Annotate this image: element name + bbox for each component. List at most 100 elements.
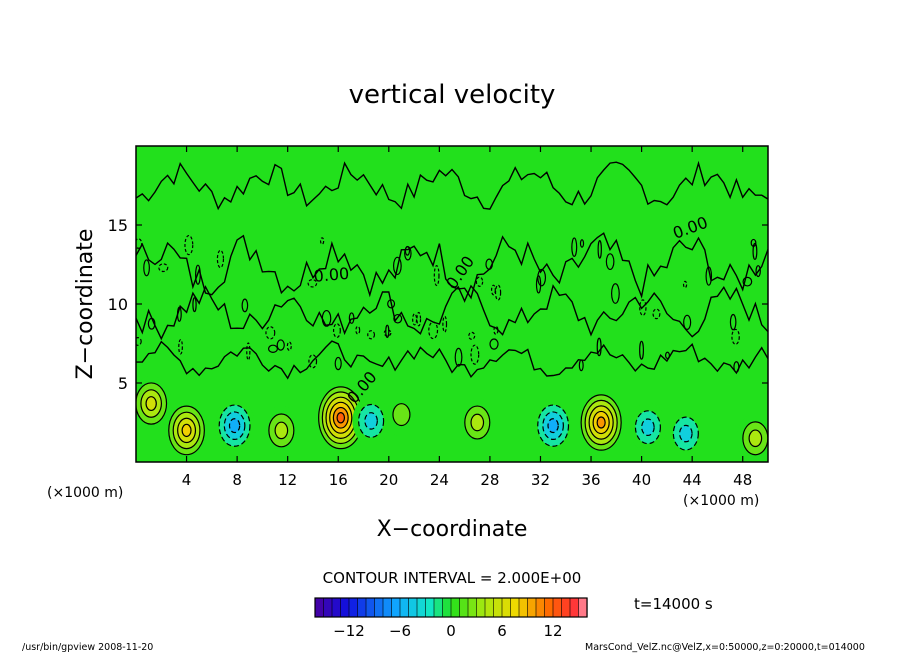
contour-blob <box>147 317 156 330</box>
contour-blob <box>605 253 615 271</box>
contour-level <box>274 421 289 440</box>
colorbar-tick-label: −12 <box>333 622 365 640</box>
contour-level <box>364 412 378 430</box>
colorbar-swatch <box>314 597 325 618</box>
contour-blob <box>265 326 276 340</box>
contour-line <box>136 284 768 341</box>
velocity-cell <box>214 398 256 454</box>
contour-blob <box>241 298 249 313</box>
velocity-field <box>136 376 768 462</box>
x-units-left: (×1000 m) <box>47 485 123 501</box>
y-axis-label: Z−coordinate <box>73 229 98 380</box>
velocity-cell <box>629 402 667 452</box>
colorbar-swatch <box>544 597 554 618</box>
contour-blob <box>468 331 476 340</box>
contour-blob <box>267 344 278 353</box>
contour-blob <box>383 329 392 337</box>
contour-blob <box>733 361 740 373</box>
contour-blob <box>683 314 692 330</box>
contour-level <box>641 418 655 437</box>
colorbar-tick-label: 0 <box>446 622 456 640</box>
contour-blob <box>535 275 542 294</box>
contour-blob <box>664 351 670 360</box>
colorbar-swatch <box>501 597 512 618</box>
contour-blob <box>308 354 318 369</box>
x-tick-label: 4 <box>182 471 192 489</box>
x-tick-label: 24 <box>430 471 449 489</box>
contour-blob <box>192 297 197 313</box>
colorbar-swatch <box>459 597 469 618</box>
colorbar-swatch <box>442 597 452 618</box>
colorbar-swatch <box>518 597 529 618</box>
contour-blob <box>385 324 390 339</box>
velocity-cell <box>384 392 419 437</box>
colorbar-swatch <box>340 597 350 618</box>
contour-blob <box>195 264 201 285</box>
plot-area: 0.00 0.000.000.00 4 8 12 16 20 24 28 32 36 40 44 48 … <box>108 145 769 489</box>
velocity-cell <box>577 389 626 456</box>
colorbar-ticks: −12 −6 0 6 12 <box>333 622 562 640</box>
colorbar-frame <box>314 597 588 618</box>
contour-line <box>136 160 768 211</box>
colorbar-swatch <box>382 597 393 618</box>
contour-blob <box>489 338 499 350</box>
x-tick-label: 28 <box>480 471 499 489</box>
x-units-right: (×1000 m) <box>683 493 759 509</box>
contour-blob <box>578 359 584 372</box>
contour-level <box>392 403 411 427</box>
contour-blob <box>136 337 142 346</box>
contour-level <box>748 429 763 448</box>
contour-blob <box>416 311 422 327</box>
y-axis: 5 10 15 <box>108 216 768 393</box>
contour-blob <box>433 265 440 287</box>
contour-blob <box>729 313 737 331</box>
contour-blob <box>216 249 225 269</box>
contour-blob <box>246 342 251 361</box>
contour-blob <box>537 268 547 287</box>
contour-blob <box>490 284 496 296</box>
colorbar-swatch <box>348 597 359 618</box>
footer-left: /usr/bin/gpview 2008-11-20 <box>22 642 153 653</box>
contour-blob <box>412 313 418 326</box>
contour-level <box>228 418 241 434</box>
x-tick-label: 40 <box>632 471 651 489</box>
contour-blob <box>348 312 355 324</box>
contour-blob <box>276 339 285 351</box>
colorbar-swatch <box>561 597 571 618</box>
contour-blob <box>143 259 150 277</box>
contour-blob <box>286 341 292 351</box>
velocity-cell <box>667 408 705 459</box>
velocity-cell <box>532 398 574 454</box>
colorbar-swatch <box>493 597 503 618</box>
contour-blob <box>596 337 602 357</box>
chart-title: vertical velocity <box>349 80 556 110</box>
colorbar-swatch <box>323 597 333 618</box>
velocity-cell <box>164 400 209 461</box>
colorbar-swatch <box>331 597 342 618</box>
x-tick-label: 32 <box>531 471 550 489</box>
contour-level <box>470 413 485 432</box>
colorbar-tick-label: −6 <box>389 622 411 640</box>
contour-blob <box>454 347 463 367</box>
contour-blob <box>184 234 194 256</box>
contour-blob <box>319 237 325 245</box>
contour-blob <box>392 256 402 276</box>
colorbar-tick-label: 6 <box>497 622 507 640</box>
x-axis-label: X−coordinate <box>377 517 528 542</box>
contour-blob <box>485 258 493 270</box>
colorbar-swatch <box>527 597 537 618</box>
contour-blob <box>639 340 644 360</box>
contour-blob <box>355 325 361 335</box>
contour-blob <box>332 323 341 338</box>
contour-level <box>181 423 192 438</box>
colorbar-swatch <box>552 597 563 618</box>
x-tick-label: 16 <box>329 471 348 489</box>
colorbar-swatch <box>425 597 435 618</box>
contour-blob <box>387 299 396 309</box>
contour-blob <box>597 240 602 259</box>
colorbar-swatch <box>399 597 410 618</box>
colorbar-swatch <box>467 597 478 618</box>
colorbar-swatch <box>365 597 376 618</box>
contour-blob <box>470 344 480 365</box>
